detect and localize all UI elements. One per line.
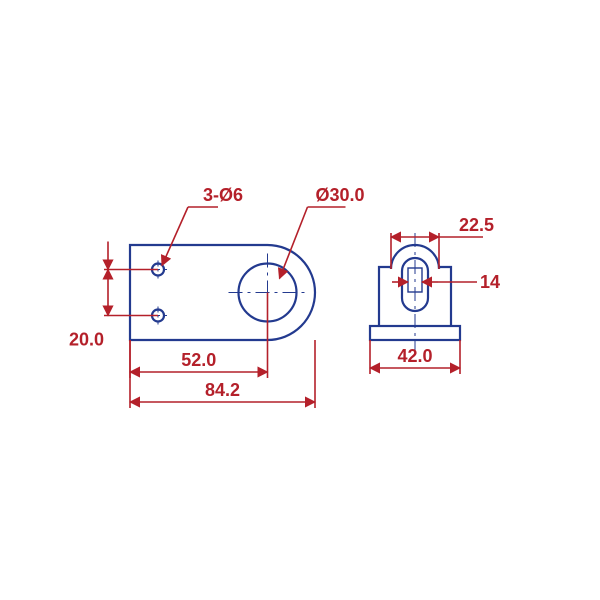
svg-text:3-Ø6: 3-Ø6 [203, 185, 243, 205]
svg-text:Ø30.0: Ø30.0 [316, 185, 365, 205]
svg-text:14: 14 [480, 272, 500, 292]
svg-text:22.5: 22.5 [459, 215, 494, 235]
svg-text:20.0: 20.0 [69, 330, 104, 350]
dimensions: 3-Ø6 Ø30.0 20.0 52.0 84.2 22.5 14 42.0 [69, 185, 500, 408]
svg-text:84.2: 84.2 [205, 380, 240, 400]
engineering-drawing: 3-Ø6 Ø30.0 20.0 52.0 84.2 22.5 14 42.0 [0, 0, 600, 600]
svg-text:42.0: 42.0 [397, 346, 432, 366]
side-view [370, 233, 460, 350]
svg-text:52.0: 52.0 [181, 350, 216, 370]
